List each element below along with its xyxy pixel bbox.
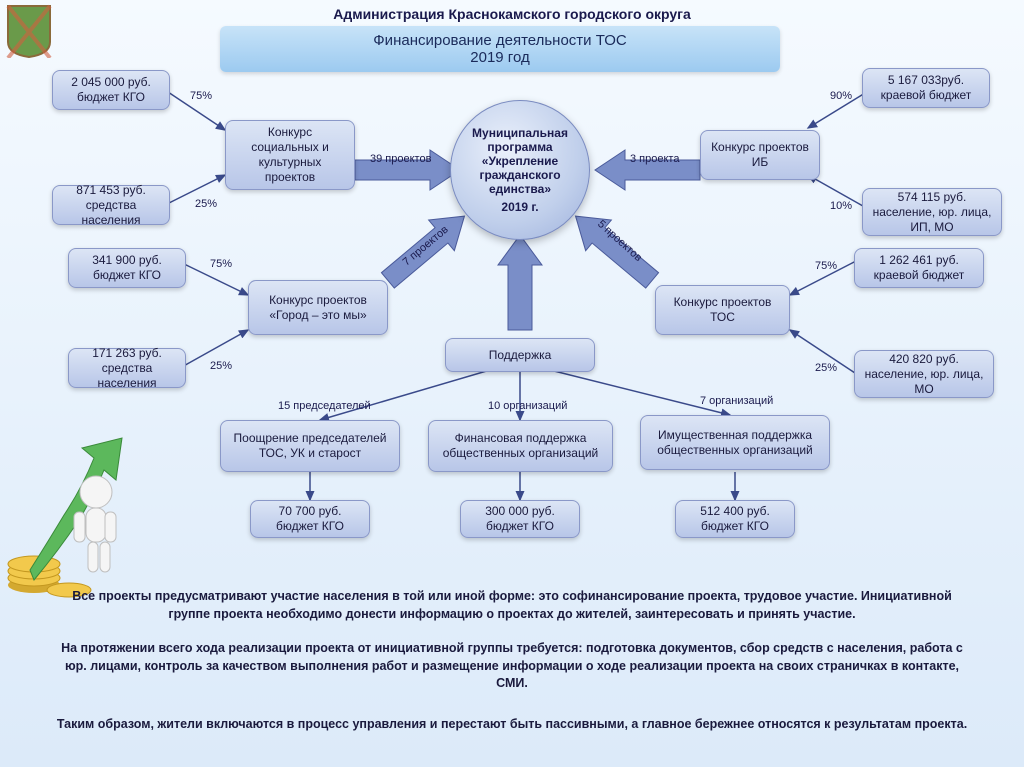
money-g: 1 262 461 руб. краевой бюджет: [854, 248, 984, 288]
money-j: 300 000 руб. бюджет КГО: [460, 500, 580, 538]
lbl-75a: 75%: [190, 90, 212, 102]
money-f: 574 115 руб. население, юр. лица, ИП, МО: [862, 188, 1002, 236]
footer-p2: На протяжении всего хода реализации прое…: [50, 640, 974, 693]
lbl-75c: 75%: [815, 260, 837, 272]
node-konkurs-ib: Конкурс проектов ИБ: [700, 130, 820, 180]
lbl-90: 90%: [830, 90, 852, 102]
node-pooshr: Поощрение председателей ТОС, УК и старос…: [220, 420, 400, 472]
center-l3: «Укрепление: [472, 154, 568, 168]
node-imushch: Имущественная поддержка общественных орг…: [640, 415, 830, 470]
node-finpod: Финансовая поддержка общественных органи…: [428, 420, 613, 472]
mascot-icon: [4, 430, 134, 600]
lbl-pr3: 3 проекта: [630, 153, 679, 165]
banner-line2: 2019 год: [230, 49, 770, 66]
money-b: 871 453 руб. средства населения: [52, 185, 170, 225]
lbl-25a: 25%: [195, 198, 217, 210]
footer-p3: Таким образом, жители включаются в проце…: [50, 716, 974, 734]
lbl-10: 10%: [830, 200, 852, 212]
lbl-org7: 7 организаций: [700, 395, 773, 407]
center-l5: единства»: [472, 182, 568, 196]
money-a: 2 045 000 руб. бюджет КГО: [52, 70, 170, 110]
lbl-25b: 25%: [210, 360, 232, 372]
money-d: 171 263 руб. средства населения: [68, 348, 186, 388]
node-konkurs-gorod: Конкурс проектов «Город – это мы»: [248, 280, 388, 335]
center-l2: программа: [472, 140, 568, 154]
money-k: 512 400 руб. бюджет КГО: [675, 500, 795, 538]
money-h: 420 820 руб. население, юр. лица, МО: [854, 350, 994, 398]
lbl-pr39: 39 проектов: [370, 153, 431, 165]
lbl-pr5: 5 проектов: [595, 218, 644, 264]
node-konkurs-soc: Конкурс социальных и культурных проектов: [225, 120, 355, 190]
page-title: Администрация Краснокамского городского …: [0, 6, 1024, 22]
lbl-pr7: 7 проектов: [401, 224, 451, 269]
banner: Финансирование деятельности ТОС 2019 год: [220, 26, 780, 72]
center-l1: Муниципальная: [472, 126, 568, 140]
money-c: 341 900 руб. бюджет КГО: [68, 248, 186, 288]
lbl-75b: 75%: [210, 258, 232, 270]
lbl-ch15: 15 председателей: [278, 400, 371, 412]
center-l6: 2019 г.: [472, 200, 568, 214]
node-podderzhka: Поддержка: [445, 338, 595, 372]
center-l4: гражданского: [472, 168, 568, 182]
money-e: 5 167 033руб. краевой бюджет: [862, 68, 990, 108]
lbl-org10: 10 организаций: [488, 400, 567, 412]
banner-line1: Финансирование деятельности ТОС: [230, 32, 770, 49]
center-program: Муниципальная программа «Укрепление граж…: [450, 100, 590, 240]
money-i: 70 700 руб. бюджет КГО: [250, 500, 370, 538]
node-konkurs-tos: Конкурс проектов ТОС: [655, 285, 790, 335]
lbl-25c: 25%: [815, 362, 837, 374]
footer-p1: Все проекты предусматривают участие насе…: [50, 588, 974, 623]
